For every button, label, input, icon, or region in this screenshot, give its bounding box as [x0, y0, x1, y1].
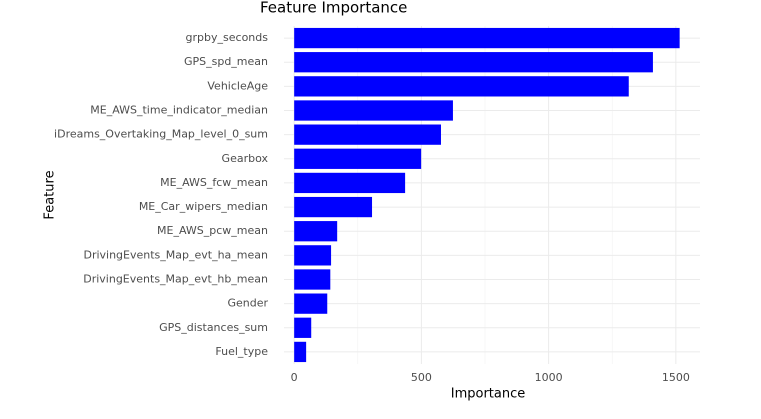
x-tick-label: 1500: [662, 371, 690, 384]
bar: [294, 317, 312, 338]
y-tick-label: grpby_seconds: [186, 31, 269, 44]
bar: [294, 341, 307, 363]
y-tick-label: GPS_distances_sum: [159, 321, 268, 334]
y-tick-label: VehicleAge: [207, 79, 268, 92]
x-tick-label: 500: [411, 371, 432, 384]
y-tick-label: Fuel_type: [215, 345, 268, 358]
x-tick-label: 0: [291, 371, 298, 384]
bar: [294, 196, 373, 218]
y-tick-label: Gender: [227, 297, 268, 310]
bar: [294, 52, 653, 73]
bar: [294, 293, 328, 314]
bar: [294, 245, 332, 266]
chart-title: Feature Importance: [260, 0, 407, 17]
bar: [294, 221, 338, 242]
y-tick-label: ME_AWS_pcw_mean: [157, 224, 268, 237]
y-tick-label: Gearbox: [222, 152, 269, 165]
bar: [294, 27, 680, 49]
y-axis-title: Feature: [43, 170, 58, 219]
bar: [294, 172, 406, 194]
y-tick-label: ME_AWS_fcw_mean: [160, 176, 268, 189]
x-tick-label: 1000: [535, 371, 563, 384]
bar: [294, 124, 441, 145]
y-tick-label: ME_Car_wipers_median: [139, 200, 268, 213]
y-tick-label: ME_AWS_time_indicator_median: [90, 104, 268, 117]
x-axis-title: Importance: [451, 387, 526, 402]
y-tick-label: DrivingEvents_Map_evt_ha_mean: [83, 248, 268, 261]
bar: [294, 76, 629, 97]
bar: [294, 269, 331, 290]
y-tick-label: DrivingEvents_Map_evt_hb_mean: [83, 273, 268, 286]
y-tick-label: GPS_spd_mean: [184, 55, 268, 68]
bar: [294, 148, 422, 169]
bar: [294, 100, 453, 121]
y-tick-label: iDreams_Overtaking_Map_level_0_sum: [54, 128, 268, 141]
